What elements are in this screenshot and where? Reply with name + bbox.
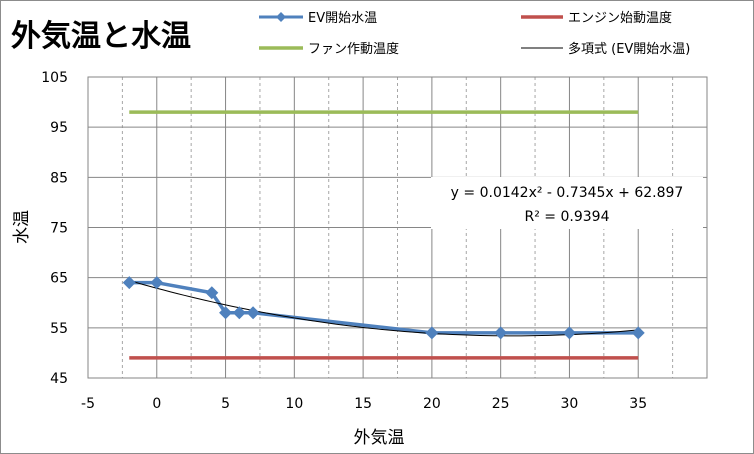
- y-tick-label: 85: [50, 170, 68, 186]
- chart-title: 外気温と水温: [11, 19, 191, 54]
- ev-data-point-marker: [425, 326, 439, 340]
- legend-item-ev: EV開始水温: [259, 11, 377, 26]
- trendline-equation: y = 0.0142x² - 0.7345x + 62.897: [451, 185, 684, 201]
- x-tick-label: 5: [221, 396, 230, 412]
- x-tick-label: 10: [285, 396, 303, 412]
- trendline-r-squared: R² = 0.9394: [525, 209, 610, 225]
- x-axis-title: 外気温: [354, 428, 405, 448]
- y-axis-ticks: 45 55 65 75 85 95 105: [41, 70, 68, 387]
- ev-start-temperature-line: [129, 280, 639, 335]
- ev-data-point-marker: [232, 306, 246, 320]
- x-tick-label: 15: [354, 396, 372, 412]
- series-trend: [129, 280, 639, 337]
- ev-data-point-marker: [246, 306, 260, 320]
- legend-label-ev: EV開始水温: [308, 11, 377, 26]
- y-axis-title: 水温: [12, 210, 32, 244]
- legend-item-trend: 多項式 (EV開始水温): [521, 41, 690, 57]
- ev-data-point-marker: [205, 286, 219, 300]
- ev-data-point-marker: [562, 326, 576, 340]
- equation-background: [431, 177, 703, 229]
- legend-label-fan: ファン作動温度: [308, 41, 399, 57]
- ev-data-point-marker: [122, 276, 136, 290]
- x-tick-label: 25: [492, 396, 510, 412]
- y-tick-label: 75: [50, 221, 68, 237]
- y-tick-label: 45: [50, 371, 68, 387]
- y-tick-label: 55: [50, 321, 68, 337]
- legend-label-trend: 多項式 (EV開始水温): [568, 41, 690, 57]
- legend-marker-ev: [276, 12, 286, 22]
- trendline-equation-box: y = 0.0142x² - 0.7345x + 62.897 R² = 0.9…: [431, 177, 703, 229]
- y-tick-label: 65: [50, 271, 68, 287]
- x-tick-label: 30: [561, 396, 579, 412]
- series-ev: [129, 280, 639, 335]
- legend-item-fan: ファン作動温度: [259, 41, 399, 57]
- x-tick-label: -5: [81, 396, 95, 412]
- ev-data-point-marker: [150, 276, 164, 290]
- ev-data-point-marker: [219, 306, 233, 320]
- y-tick-label: 105: [41, 70, 68, 86]
- legend-label-engine: エンジン始動温度: [568, 10, 672, 26]
- plot-area-border: [87, 76, 708, 379]
- ev-data-point-marker: [494, 326, 508, 340]
- x-tick-label: 20: [423, 396, 441, 412]
- ev-data-point-marker: [631, 326, 645, 340]
- x-axis-ticks: -5 0 5 10 15 20 25 30 35: [81, 396, 647, 412]
- series-ev-markers: [122, 276, 645, 340]
- polynomial-trendline: [129, 280, 639, 337]
- x-tick-label: 35: [629, 396, 647, 412]
- x-tick-label: 0: [152, 396, 161, 412]
- legend-item-engine: エンジン始動温度: [521, 10, 672, 26]
- legend: EV開始水温 エンジン始動温度 ファン作動温度 多項式 (EV開始水温): [259, 10, 690, 57]
- y-tick-label: 95: [50, 120, 68, 136]
